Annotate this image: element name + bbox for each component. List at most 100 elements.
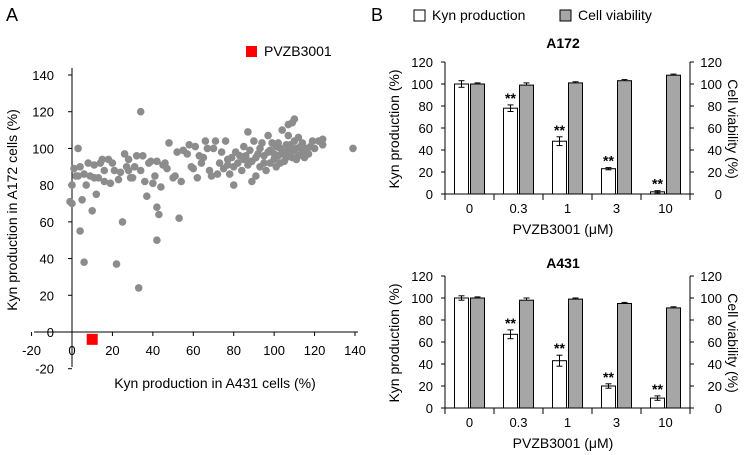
- scatter-y-tick-label-8: 140: [32, 68, 54, 83]
- scatter-point-45: [143, 192, 151, 200]
- a172-category-label-3: 3: [613, 201, 620, 216]
- scatter-point-134: [284, 131, 293, 140]
- a431-kyn-significance-4: **: [652, 381, 663, 397]
- a431-left-tick-label-2: 40: [419, 357, 433, 372]
- scatter-point-82: [217, 148, 226, 156]
- scatter-point-5: [74, 172, 82, 180]
- scatter-point-50: [153, 157, 161, 166]
- a172-kyn-significance-2: **: [554, 122, 565, 138]
- scatter-point-23: [100, 177, 109, 186]
- a431-kyn-bar-3: [601, 385, 616, 409]
- scatter-x-tick-label-3: 40: [146, 343, 160, 358]
- scatter-point-pvzb3001: [86, 333, 98, 345]
- a172-left-tick-label-0: 0: [426, 187, 433, 202]
- scatter-point-29: [114, 175, 123, 184]
- scatter-x-tick-label-5: 80: [226, 343, 240, 358]
- scatter-point-2: [68, 181, 76, 189]
- legend-viability-swatch: [559, 9, 572, 22]
- a431-right-tick-label-6: 120: [700, 269, 722, 284]
- a431-category-label-1: 0.3: [509, 415, 527, 430]
- scatter-y-tick-label-7: 120: [32, 105, 54, 120]
- scatter-point-152: [304, 150, 313, 158]
- scatter-points: [66, 107, 357, 345]
- a172-left-tick-label-3: 60: [419, 121, 433, 136]
- a172-left-tick-label-6: 120: [411, 55, 433, 70]
- a431-left-tick-label-0: 0: [426, 401, 433, 416]
- a431-right-tick-label-5: 100: [700, 291, 722, 306]
- a172-viability-bar-0: [470, 83, 485, 195]
- a172-kyn-bar-3: [601, 168, 616, 195]
- scatter-point-155: [310, 144, 319, 153]
- scatter-point-54: [157, 183, 165, 191]
- a431-category-label-4: 10: [658, 415, 672, 430]
- a431-y-label-left: Kyn production (%): [386, 283, 402, 402]
- scatter-point-145: [294, 133, 303, 142]
- a431-y-label-right: Cell viability (%): [725, 293, 741, 393]
- a172-viability-bar-2: [568, 82, 583, 195]
- scatter-point-26: [108, 159, 117, 167]
- a431-x-label: PVZB3001 (μM): [513, 435, 614, 451]
- scatter-point-154: [308, 137, 317, 145]
- a172-category-label-0: 0: [466, 201, 473, 216]
- a431-kyn-significance-2: **: [554, 340, 565, 356]
- scatter-point-60: [171, 172, 179, 180]
- scatter-x-ticks: -20 0 20 40 60 80 100 120 140: [22, 332, 366, 358]
- scatter-x-tick-label-4: 60: [186, 343, 200, 358]
- a172-kyn-significance-4: **: [652, 176, 663, 192]
- scatter-point-66: [185, 141, 193, 149]
- a172-viability-bar-3: [617, 80, 632, 195]
- a172-y-label-left: Kyn production (%): [386, 69, 402, 188]
- scatter-point-81: [215, 159, 224, 167]
- scatter-point-31: [118, 218, 127, 226]
- scatter-point-157: [318, 135, 327, 144]
- scatter-point-27: [110, 166, 119, 175]
- scatter-point-84: [221, 137, 230, 145]
- scatter-point-10: [80, 258, 88, 267]
- scatter-point-142: [290, 115, 299, 123]
- scatter-point-128: [278, 126, 287, 134]
- a431-left-tick-label-3: 60: [419, 335, 433, 350]
- scatter-point-39: [132, 152, 141, 160]
- scatter-point-103: [248, 177, 256, 186]
- a431-title: A431: [546, 255, 580, 271]
- scatter-y-tick-label-6: 100: [32, 141, 54, 156]
- scatter-point-37: [128, 174, 137, 182]
- scatter-point-15: [88, 207, 96, 215]
- scatter-point-47: [147, 157, 155, 166]
- scatter-point-97: [242, 152, 250, 160]
- a172-right-tick-label-0: 0: [715, 187, 722, 202]
- legend-kyn-swatch: [413, 9, 426, 22]
- a431-right-tick-label-0: 0: [715, 401, 722, 416]
- scatter-point-158: [318, 141, 327, 149]
- scatter-point-48: [149, 179, 157, 188]
- scatter-point-65: [183, 150, 191, 158]
- bar-chart-a431: A431 PVZB3001 (μM) Kyn production (%) Ce…: [386, 255, 741, 451]
- a172-x-label: PVZB3001 (μM): [513, 221, 614, 237]
- a172-right-tick-label-1: 20: [708, 165, 722, 180]
- a172-left-tick-label-4: 80: [419, 99, 433, 114]
- scatter-point-17: [90, 161, 98, 169]
- a172-right-tick-label-2: 40: [708, 143, 722, 158]
- a172-viability-bar-1: [519, 84, 534, 195]
- scatter-x-tick-label-2: 20: [105, 343, 119, 358]
- scatter-point-106: [252, 172, 260, 180]
- scatter-x-tick-label-6: 100: [263, 343, 285, 358]
- scatter-point-74: [201, 137, 210, 145]
- a431-kyn-bar-0: [454, 297, 469, 409]
- scatter-point-69: [191, 142, 200, 151]
- a431-viability-bar-4: [666, 307, 681, 409]
- a172-left-tick-label-5: 100: [411, 77, 433, 92]
- a172-kyn-significance-3: **: [603, 153, 614, 169]
- scatter-x-tick-label-0: -20: [22, 343, 41, 358]
- a172-kyn-bar-2: [552, 140, 567, 195]
- scatter-point-99: [244, 128, 252, 136]
- legend-viability-label: Cell viability: [578, 7, 652, 23]
- scatter-point-57: [163, 164, 171, 173]
- legend-pvzb3001-label: PVZB3001: [264, 43, 332, 59]
- a172-kyn-significance-1: **: [505, 90, 516, 106]
- scatter-point-62: [175, 214, 183, 222]
- scatter-point-11: [80, 170, 88, 178]
- a172-right-tick-label-4: 80: [708, 99, 722, 114]
- a172-left-tick-label-2: 40: [419, 143, 433, 158]
